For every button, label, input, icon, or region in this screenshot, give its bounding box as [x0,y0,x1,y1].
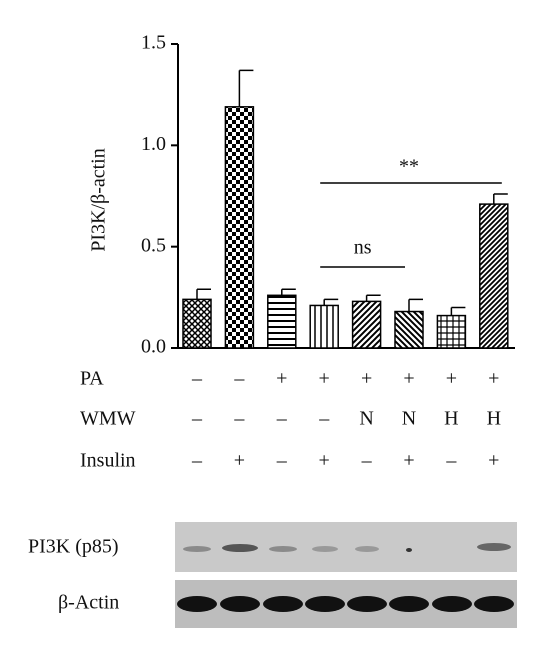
significance-label: ** [399,156,419,178]
treatment-value: + [403,450,414,472]
band [406,548,412,552]
band [432,596,472,612]
treatment-name: PA [80,368,104,390]
band [269,546,297,552]
treatment-value: + [446,368,457,390]
error-bar [365,294,381,302]
band [183,546,211,552]
treatment-name: WMW [80,408,136,430]
band [177,596,217,612]
treatment-value: + [319,450,330,472]
error-bar [450,306,466,316]
y-tick-label: 0.0 [141,336,166,358]
bar [436,314,467,349]
y-tick-label: 1.0 [141,133,166,155]
treatment-value: + [234,450,245,472]
treatment-value: + [403,368,414,390]
bar [351,300,382,349]
treatment-value: – [191,450,203,472]
treatment-value: + [488,450,499,472]
bar [309,304,339,349]
error-bar [281,288,296,296]
treatment-value: H [487,408,501,430]
band [477,543,511,551]
band [263,596,303,612]
bar [394,310,424,349]
treatment-value: – [233,408,245,430]
treatment-value: – [361,450,373,472]
error-bar [323,298,339,306]
error-bar [196,288,211,300]
treatment-value: + [276,368,287,390]
treatment-value: – [318,408,330,430]
bar [182,298,212,349]
band [389,596,429,612]
blot: PI3K (p85) β-Actin [28,522,517,628]
error-bar [493,193,508,205]
error-bar [238,69,254,107]
y-axis-label: PI3K/β-actin [88,148,110,252]
band [347,596,387,612]
treatment-value: + [361,368,372,390]
band [474,596,514,612]
treatment-value: N [402,408,416,430]
band [305,596,345,612]
bar [224,106,255,349]
treatment-name: Insulin [80,450,136,472]
band [312,546,338,552]
treatment-value: – [233,368,245,390]
blot-label: PI3K (p85) [28,536,119,558]
band [220,596,260,612]
treatment-value: + [319,368,330,390]
significance-label: ns [354,237,372,259]
treatment-value: – [191,408,203,430]
y-tick-label: 1.5 [141,32,166,54]
bar [479,203,509,349]
treatment-value: – [191,368,203,390]
y-tick-label: 0.5 [141,234,166,256]
treatment-value: – [276,450,288,472]
bar [267,294,297,349]
treatment-value: + [488,368,499,390]
treatment-value: N [359,408,373,430]
blot-label: β-Actin [58,592,119,614]
band [355,546,379,552]
treatment-value: – [276,408,288,430]
treatment-value: – [445,450,457,472]
band [222,544,258,552]
error-bar [408,298,423,312]
treatment-value: H [444,408,458,430]
